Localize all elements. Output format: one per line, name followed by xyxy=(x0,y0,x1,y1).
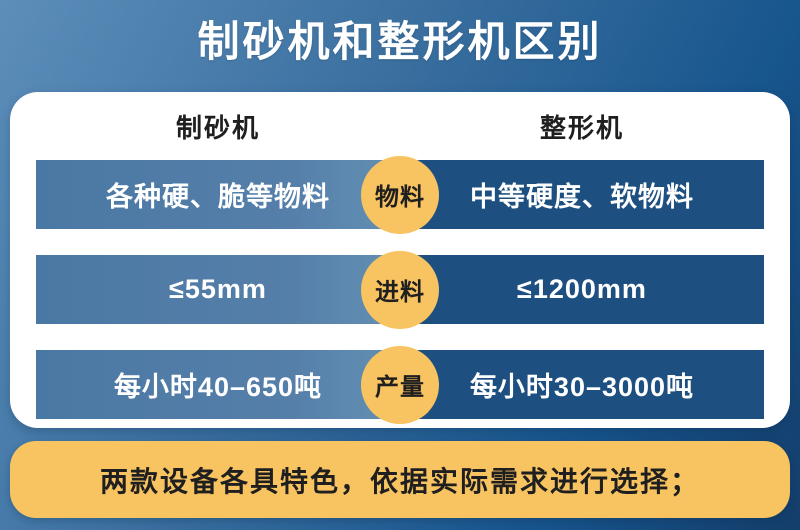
table-row-material: 各种硬、脆等物料 中等硬度、软物料 物料 xyxy=(36,155,764,234)
row-left-value: 各种硬、脆等物料 xyxy=(36,160,400,229)
page-title: 制砂机和整形机区别 xyxy=(197,18,603,65)
column-header-sand-maker: 制砂机 xyxy=(175,112,260,143)
row-label-badge: 物料 xyxy=(361,155,439,234)
table-row-feed-size: ≤55mm ≤1200mm 进料 xyxy=(36,250,764,329)
footer-note: 两款设备各具特色，依据实际需求进行选择； xyxy=(10,441,790,518)
row-right-value: 中等硬度、软物料 xyxy=(400,160,764,229)
row-label-badge: 产量 xyxy=(361,345,439,424)
row-label-badge: 进料 xyxy=(361,250,439,329)
row-right-value: ≤1200mm xyxy=(400,255,764,324)
row-left-value: ≤55mm xyxy=(36,255,400,324)
column-headers: 制砂机 整形机 xyxy=(36,92,764,160)
row-left-value: 每小时40–650吨 xyxy=(36,350,400,419)
column-header-shaper: 整形机 xyxy=(539,112,624,143)
comparison-card: 制砂机 整形机 各种硬、脆等物料 中等硬度、软物料 物料 ≤55mm ≤1200… xyxy=(10,92,790,428)
table-row-capacity: 每小时40–650吨 每小时30–3000吨 产量 xyxy=(36,345,764,424)
row-right-value: 每小时30–3000吨 xyxy=(400,350,764,419)
